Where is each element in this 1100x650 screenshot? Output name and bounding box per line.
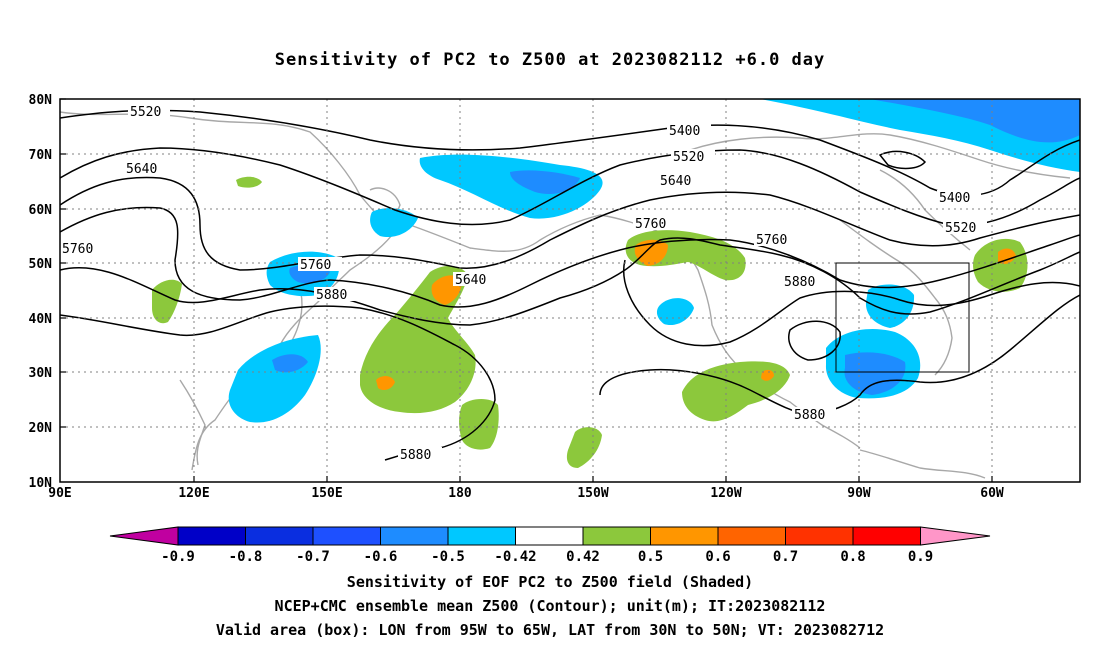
- contour-label: 5520: [130, 105, 161, 120]
- colorbar-label: -0.9: [161, 549, 195, 565]
- colorbar-swatch: [312, 526, 381, 546]
- contour-label: 5760: [756, 233, 787, 248]
- map-panel: [60, 99, 1080, 482]
- colorbar-label: 0.42: [566, 549, 600, 565]
- caption-valid-area: Valid area (box): LON from 95W to 65W, L…: [215, 621, 885, 639]
- colorbar-swatch: [515, 526, 584, 546]
- colorbar-swatch: [650, 526, 719, 546]
- contour-label: 5520: [673, 150, 704, 165]
- graticule: [60, 99, 1080, 482]
- latitude-labels: 80N 70N 60N 50N 40N 30N 20N 10N: [29, 93, 53, 491]
- lat-label: 10N: [29, 476, 53, 491]
- colorbar-label: -0.6: [364, 549, 398, 565]
- lon-label: 120E: [178, 486, 209, 501]
- contour-label: 5760: [62, 242, 93, 257]
- lon-label: 150E: [311, 486, 342, 501]
- valid-area-box: [835, 262, 970, 373]
- lat-label: 30N: [29, 366, 53, 381]
- colorbar: [109, 526, 991, 546]
- colorbar-label: 0.6: [705, 549, 730, 565]
- caption-shading: Sensitivity of EOF PC2 to Z500 field (Sh…: [346, 573, 754, 591]
- colorbar-swatch: [245, 526, 314, 546]
- contour-label: 5640: [660, 174, 691, 189]
- colorbar-labels: -0.9 -0.8 -0.7 -0.6 -0.5 -0.42 0.42 0.5 …: [161, 549, 933, 565]
- shaded-regions: [152, 99, 1080, 468]
- contour-label: 5640: [126, 162, 157, 177]
- colorbar-label: 0.8: [840, 549, 865, 565]
- colorbar-arrow-low: [109, 526, 179, 546]
- contour-label: 5400: [939, 191, 970, 206]
- colorbar-label: -0.42: [494, 549, 536, 565]
- lat-label: 60N: [29, 203, 53, 218]
- lat-label: 80N: [29, 93, 53, 108]
- colorbar-swatch: [447, 526, 516, 546]
- contour-label: 5880: [784, 275, 815, 290]
- colorbar-swatch: [852, 526, 921, 546]
- colorbar-label: -0.5: [431, 549, 465, 565]
- caption-contour: NCEP+CMC ensemble mean Z500 (Contour); u…: [274, 597, 826, 615]
- lon-label: 90W: [847, 486, 871, 501]
- colorbar-label: 0.9: [908, 549, 933, 565]
- colorbar-label: 0.7: [773, 549, 798, 565]
- map-title: Sensitivity of PC2 to Z500 at 2023082112…: [274, 50, 826, 70]
- colorbar-swatch: [785, 526, 854, 546]
- lat-label: 70N: [29, 148, 53, 163]
- colorbar-label: -0.7: [296, 549, 330, 565]
- contour-label: 5520: [945, 221, 976, 236]
- colorbar-swatch: [177, 526, 246, 546]
- colorbar-swatch: [380, 526, 449, 546]
- contour-label: 5880: [400, 448, 431, 463]
- colorbar-label: -0.8: [229, 549, 263, 565]
- colorbar-label: 0.5: [638, 549, 663, 565]
- longitude-labels: 90E 120E 150E 180 150W 120W 90W 60W: [48, 486, 1004, 501]
- lat-label: 20N: [29, 421, 53, 436]
- colorbar-swatch: [717, 526, 786, 546]
- contour-label: 5400: [669, 124, 700, 139]
- contour-label: 5880: [316, 288, 347, 303]
- colorbar-arrow-high: [920, 526, 991, 546]
- contour-label: 5760: [635, 217, 666, 232]
- lat-label: 40N: [29, 312, 53, 327]
- contour-label: 5760: [300, 258, 331, 273]
- contour-labels: 5520 5640 5760 5760 5880 5640 5880 5400 …: [60, 104, 987, 463]
- colorbar-swatch: [582, 526, 651, 546]
- lon-label: 60W: [980, 486, 1004, 501]
- contour-label: 5880: [794, 408, 825, 423]
- lat-label: 50N: [29, 257, 53, 272]
- axis-ticks: [60, 98, 993, 482]
- lon-label: 150W: [577, 486, 608, 501]
- lon-label: 120W: [710, 486, 741, 501]
- lon-label: 90E: [48, 486, 71, 501]
- contour-label: 5640: [455, 273, 486, 288]
- map-frame: [59, 98, 1081, 483]
- lon-label: 180: [448, 486, 472, 501]
